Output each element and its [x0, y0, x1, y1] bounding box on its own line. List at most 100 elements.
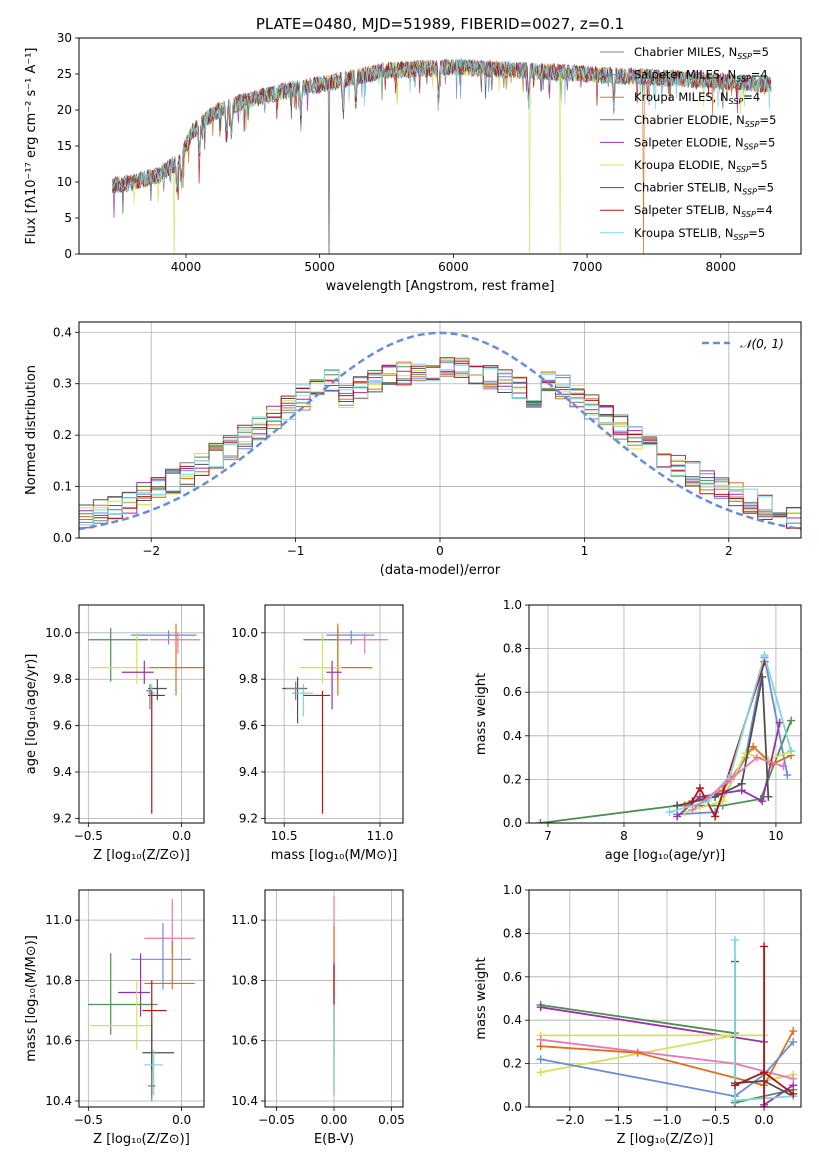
weight-marker	[688, 805, 697, 814]
legend-entry: Kroupa MILES, NSSP=4	[600, 90, 760, 106]
plots-layer: 4000 5000 6000 7000 8000051015202530waveleng…	[24, 31, 802, 1147]
legend-label: Kroupa MILES, NSSP=4	[634, 90, 760, 106]
y-tick-label: 0.4	[503, 1013, 522, 1027]
weight-marker	[779, 762, 788, 771]
plot-area-age_vs_mass	[282, 623, 388, 814]
weight-marker	[673, 812, 682, 821]
x-tick-label: 10.5	[271, 829, 298, 843]
axes-spectrum: 4000 5000 6000 7000 8000 0 5 10 15 20 25 30 waveleng…	[24, 31, 802, 294]
axes-frame	[78, 321, 802, 539]
plot-area-age_vs_Z	[88, 623, 204, 814]
errorbar-point	[303, 628, 357, 680]
weight-marker	[665, 808, 674, 817]
x-tick-label: 9	[696, 829, 704, 843]
x-tick-label: −2.0	[555, 1113, 584, 1127]
y-tick-label: 0.4	[53, 325, 72, 339]
x-tick-label: 2	[725, 544, 733, 558]
axes-frame	[78, 604, 205, 824]
errorbar-point	[90, 980, 152, 1050]
legend-label: Chabrier STELIB, NSSP=5	[634, 181, 774, 197]
weight-marker	[789, 1037, 798, 1046]
y-tick-label: 10.8	[231, 973, 258, 987]
errorbar-point	[131, 630, 197, 645]
weight-marker	[726, 775, 735, 784]
weight-marker	[695, 784, 704, 793]
x-axis-label: E(B-V)	[314, 1132, 354, 1147]
weight-marker	[536, 819, 545, 823]
x-tick-label: 0	[436, 544, 444, 558]
y-tick-label: 30	[57, 31, 72, 45]
weight-marker	[711, 812, 720, 821]
axes-weight_vs_Z: −2.0 −1.5 −1.0 −0.5 0.0 0.0 0.2 0.4 0.6 0.8 1.0 Z […	[474, 883, 802, 1147]
weight-marker	[764, 792, 773, 801]
weight-marker	[760, 942, 769, 951]
legend-label: Salpeter MILES, NSSP=4	[634, 68, 768, 84]
y-tick-label: 9.4	[53, 765, 72, 779]
x-tick-label: 10	[768, 829, 783, 843]
weight-marker	[789, 1074, 798, 1083]
weight-line	[540, 1041, 794, 1098]
y-tick-label: 9.8	[239, 672, 258, 686]
plot-area-weight_vs_age	[536, 651, 796, 823]
errorbar-point	[299, 632, 342, 684]
y-tick-label: 10.0	[231, 626, 258, 640]
weight-marker	[760, 1103, 769, 1107]
errorbar-point	[303, 690, 331, 814]
legend-label: Kroupa STELIB, NSSP=5	[634, 226, 765, 242]
x-tick-label: −0.5	[74, 1113, 103, 1127]
legend-label: Chabrier ELODIE, NSSP=5	[634, 113, 776, 129]
y-tick-label: 1.0	[503, 883, 522, 897]
y-tick-label: 9.8	[53, 672, 72, 686]
y-tick-label: 25	[57, 67, 72, 81]
x-tick-label: 0.00	[321, 1113, 348, 1127]
legend-entry: 𝒩(0, 1)	[702, 337, 784, 351]
errorbar-point	[149, 632, 201, 654]
y-tick-label: 0.8	[503, 926, 522, 940]
x-tick-label: 0.0	[172, 829, 191, 843]
legend-entry: Salpeter ELODIE, NSSP=5	[600, 135, 775, 151]
x-tick-label: 4000	[171, 260, 202, 274]
x-tick-label: −2	[142, 544, 160, 558]
x-tick-label: 8000	[706, 260, 737, 274]
errorbar-point	[88, 953, 158, 1035]
y-tick-label: 0.3	[53, 377, 72, 391]
weight-marker	[536, 1042, 545, 1051]
y-tick-label: 10	[57, 175, 72, 189]
x-tick-label: 7	[544, 829, 552, 843]
figure-title: PLATE=0480, MJD=51989, FIBERID=0027, z=0…	[256, 15, 624, 33]
errorbar-point	[121, 660, 154, 684]
axes-age_vs_mass: 10.5 11.0 9.2 9.4 9.6 9.8 10.0 mass [log₁₀(M/M⊙…	[231, 604, 404, 863]
spectrum-line-kroupa-stelib	[112, 58, 772, 194]
y-tick-label: 20	[57, 103, 72, 117]
errorbar-point	[144, 1049, 163, 1095]
x-tick-label: 0.0	[755, 1113, 774, 1127]
errorbar-point	[142, 980, 167, 1095]
y-tick-label: 0.2	[503, 1057, 522, 1071]
errorbar-point	[131, 923, 191, 990]
errorbar-point	[142, 1022, 175, 1083]
legend-label: Salpeter STELIB, NSSP=4	[634, 203, 773, 219]
y-tick-label: 11.0	[231, 913, 258, 927]
x-tick-label: −1.5	[604, 1113, 633, 1127]
weight-marker	[789, 1089, 798, 1098]
y-tick-label: 0.0	[53, 531, 72, 545]
errorbar-point	[144, 941, 195, 990]
x-axis-label: Z [log₁₀(Z/Z⊙)]	[93, 848, 190, 863]
axes-frame	[264, 604, 404, 824]
y-tick-label: 0.4	[503, 729, 522, 743]
errorbar-point	[326, 630, 375, 645]
x-axis-label: (data-model)/error	[380, 563, 501, 578]
y-axis-label: mass weight	[474, 957, 489, 1039]
histogram-salpeter-stelib	[79, 357, 801, 529]
axes-mass_vs_Z: −0.5 0.0 10.4 10.6 10.8 11.0 Z [log₁₀(Z/Z⊙)] ma…	[24, 889, 205, 1147]
x-tick-label: 7000	[572, 260, 603, 274]
y-tick-label: 0.1	[53, 480, 72, 494]
weight-marker	[752, 753, 761, 762]
legend-label: 𝒩(0, 1)	[740, 337, 784, 351]
weight-line	[691, 661, 766, 819]
y-tick-label: 10.6	[231, 1034, 258, 1048]
plot-area-weight_vs_Z	[536, 935, 798, 1107]
errorbar-point	[144, 899, 195, 954]
axes-frame	[528, 889, 802, 1108]
